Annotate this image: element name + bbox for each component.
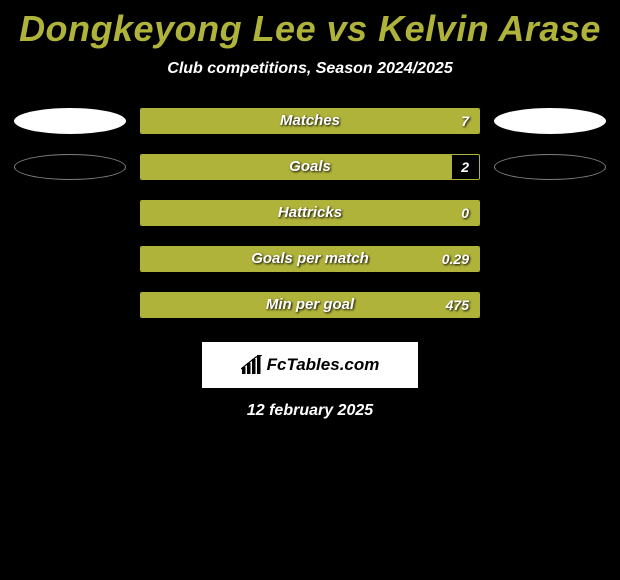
stat-row: Min per goal475 bbox=[10, 292, 610, 318]
stat-rows: Matches7 Goals2 Hattricks0 Goals per match0… bbox=[10, 108, 610, 338]
bar-chart-icon bbox=[241, 355, 263, 375]
stat-bar-fill bbox=[141, 293, 479, 317]
stat-bar: Hattricks0 bbox=[140, 200, 480, 226]
stat-row: Goals2 bbox=[10, 154, 610, 180]
date-text: 12 february 2025 bbox=[247, 402, 373, 420]
stat-row: Matches7 bbox=[10, 108, 610, 134]
stat-bar: Matches7 bbox=[140, 108, 480, 134]
stat-bar: Min per goal475 bbox=[140, 292, 480, 318]
right-ellipse bbox=[494, 154, 606, 180]
stat-value: 2 bbox=[461, 155, 469, 179]
left-ellipse bbox=[14, 108, 126, 134]
stat-row: Goals per match0.29 bbox=[10, 246, 610, 272]
stat-row: Hattricks0 bbox=[10, 200, 610, 226]
page-subtitle: Club competitions, Season 2024/2025 bbox=[167, 60, 452, 78]
logo-badge: FcTables.com bbox=[202, 342, 418, 388]
chart-container: Dongkeyong Lee vs Kelvin Arase Club comp… bbox=[0, 0, 620, 420]
right-ellipse bbox=[494, 108, 606, 134]
logo-text: FcTables.com bbox=[267, 355, 380, 375]
stat-bar-fill bbox=[141, 201, 479, 225]
left-ellipse bbox=[14, 154, 126, 180]
stat-bar: Goals per match0.29 bbox=[140, 246, 480, 272]
page-title: Dongkeyong Lee vs Kelvin Arase bbox=[19, 8, 601, 50]
stat-bar: Goals2 bbox=[140, 154, 480, 180]
logo-inner: FcTables.com bbox=[241, 355, 380, 375]
stat-bar-fill bbox=[141, 247, 479, 271]
stat-bar-fill bbox=[141, 109, 479, 133]
stat-bar-fill bbox=[141, 155, 452, 179]
